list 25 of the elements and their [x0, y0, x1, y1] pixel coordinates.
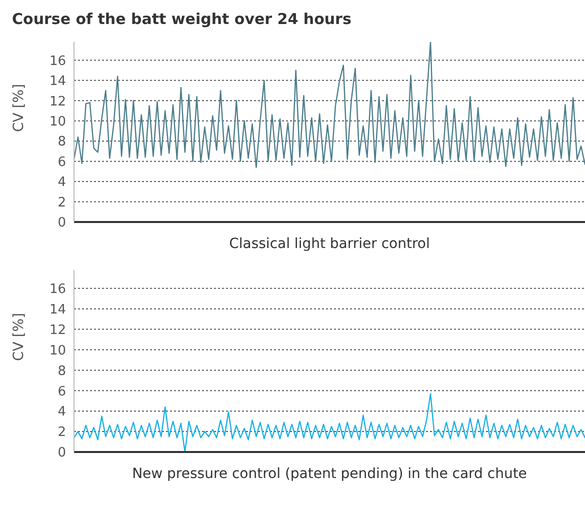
- y-tick-label: 0: [58, 446, 66, 461]
- y-tick-label: 2: [58, 195, 66, 210]
- y-tick-label: 14: [49, 302, 66, 318]
- y-tick-label: 0: [58, 216, 66, 231]
- x-axis-title: New pressure control (patent pending) in the card chute: [132, 466, 527, 482]
- chart-title: Course of the batt weight over 24 hours: [11, 9, 352, 28]
- x-axis-title: Classical light barrier control: [229, 236, 430, 252]
- y-tick-label: 12: [49, 322, 66, 338]
- y-tick-label: 4: [58, 404, 66, 420]
- y-axis-title: CV [%]: [10, 84, 27, 132]
- y-tick-label: 10: [49, 114, 66, 130]
- line-series: [73, 393, 585, 452]
- y-tick-label: 4: [58, 175, 66, 190]
- y-tick-label: 6: [58, 154, 66, 170]
- y-tick-label: 16: [49, 54, 66, 69]
- y-tick-label: 8: [58, 134, 66, 150]
- y-tick-label: 16: [49, 282, 66, 298]
- y-tick-label: 2: [58, 425, 66, 440]
- y-tick-label: 6: [58, 384, 66, 400]
- y-axis-title: CV [%]: [10, 312, 27, 361]
- y-tick-label: 8: [58, 364, 66, 379]
- y-tick-label: 14: [49, 74, 66, 90]
- y-tick-label: 12: [49, 94, 66, 110]
- line-series: [73, 42, 585, 168]
- y-tick-label: 10: [49, 343, 66, 358]
